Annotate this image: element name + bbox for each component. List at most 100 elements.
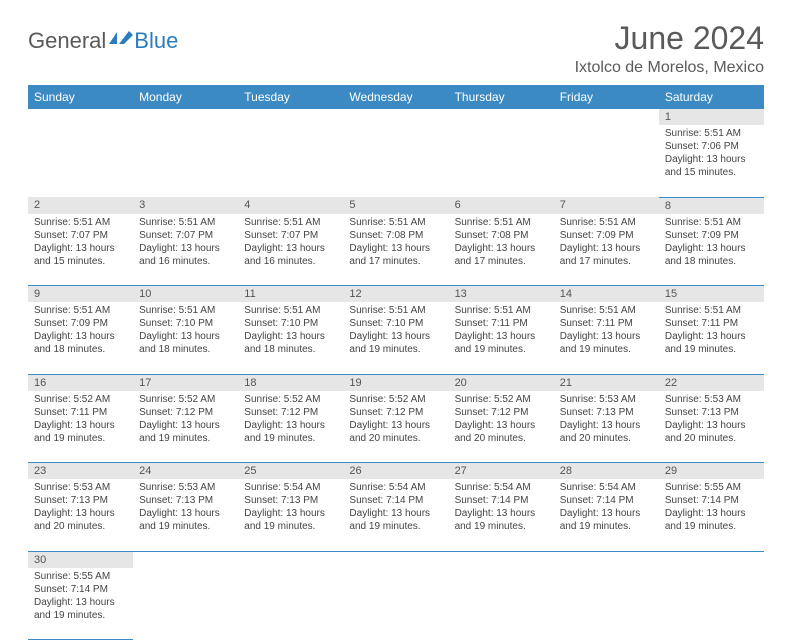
header: General Blue June 2024 Ixtolco de Morelo… (28, 20, 764, 77)
sunrise-line: Sunrise: 5:53 AM (665, 393, 758, 406)
day-content: Sunrise: 5:51 AMSunset: 7:11 PMDaylight:… (449, 302, 554, 360)
month-title: June 2024 (575, 20, 764, 57)
day-content: Sunrise: 5:54 AMSunset: 7:13 PMDaylight:… (238, 479, 343, 537)
day-content: Sunrise: 5:52 AMSunset: 7:12 PMDaylight:… (449, 391, 554, 449)
day-cell: Sunrise: 5:54 AMSunset: 7:14 PMDaylight:… (343, 479, 448, 551)
sunset-line: Sunset: 7:12 PM (244, 406, 337, 419)
day-number: 5 (349, 199, 355, 211)
daynum-cell: 22 (659, 374, 764, 391)
day-cell: Sunrise: 5:52 AMSunset: 7:11 PMDaylight:… (28, 391, 133, 463)
daylight-line: Daylight: 13 hours and 19 minutes. (34, 419, 127, 445)
sunset-line: Sunset: 7:08 PM (349, 229, 442, 242)
day-content: Sunrise: 5:51 AMSunset: 7:07 PMDaylight:… (133, 214, 238, 272)
day-content: Sunrise: 5:55 AMSunset: 7:14 PMDaylight:… (659, 479, 764, 537)
day-number: 22 (665, 377, 677, 389)
daynum-cell: 27 (449, 463, 554, 480)
sunset-line: Sunset: 7:10 PM (139, 317, 232, 330)
daylight-line: Daylight: 13 hours and 15 minutes. (665, 153, 758, 179)
day-cell: Sunrise: 5:55 AMSunset: 7:14 PMDaylight:… (659, 479, 764, 551)
sunset-line: Sunset: 7:07 PM (34, 229, 127, 242)
sunset-line: Sunset: 7:07 PM (139, 229, 232, 242)
sunrise-line: Sunrise: 5:51 AM (139, 304, 232, 317)
daynum-cell: 21 (554, 374, 659, 391)
daynum-cell: 9 (28, 286, 133, 303)
day-number: 25 (244, 465, 256, 477)
daylight-line: Daylight: 13 hours and 19 minutes. (560, 507, 653, 533)
sunset-line: Sunset: 7:12 PM (455, 406, 548, 419)
daylight-line: Daylight: 13 hours and 19 minutes. (139, 419, 232, 445)
daylight-line: Daylight: 13 hours and 19 minutes. (560, 330, 653, 356)
sunset-line: Sunset: 7:11 PM (455, 317, 548, 330)
daynum-cell: 5 (343, 197, 448, 214)
daynum-cell: 30 (28, 551, 133, 568)
daylight-line: Daylight: 13 hours and 18 minutes. (665, 242, 758, 268)
daynum-cell: 24 (133, 463, 238, 480)
content-row: Sunrise: 5:55 AMSunset: 7:14 PMDaylight:… (28, 568, 764, 640)
sunrise-line: Sunrise: 5:51 AM (349, 304, 442, 317)
day-content: Sunrise: 5:51 AMSunset: 7:08 PMDaylight:… (449, 214, 554, 272)
day-cell: Sunrise: 5:51 AMSunset: 7:11 PMDaylight:… (554, 302, 659, 374)
day-cell (343, 568, 448, 640)
daynum-row: 30 (28, 551, 764, 568)
sunrise-line: Sunrise: 5:51 AM (665, 216, 758, 229)
day-number: 12 (349, 288, 361, 300)
sunset-line: Sunset: 7:13 PM (139, 494, 232, 507)
sunrise-line: Sunrise: 5:52 AM (34, 393, 127, 406)
sunset-line: Sunset: 7:11 PM (34, 406, 127, 419)
day-cell: Sunrise: 5:51 AMSunset: 7:08 PMDaylight:… (343, 214, 448, 286)
logo-text-blue: Blue (134, 28, 178, 54)
daynum-cell: 14 (554, 286, 659, 303)
day-content: Sunrise: 5:53 AMSunset: 7:13 PMDaylight:… (554, 391, 659, 449)
day-cell: Sunrise: 5:53 AMSunset: 7:13 PMDaylight:… (659, 391, 764, 463)
day-number: 3 (139, 199, 145, 211)
daynum-cell (343, 109, 448, 125)
sunset-line: Sunset: 7:10 PM (349, 317, 442, 330)
sunset-line: Sunset: 7:14 PM (349, 494, 442, 507)
daylight-line: Daylight: 13 hours and 15 minutes. (34, 242, 127, 268)
daynum-cell (133, 109, 238, 125)
daylight-line: Daylight: 13 hours and 19 minutes. (349, 507, 442, 533)
daynum-row: 23242526272829 (28, 463, 764, 480)
day-number: 18 (244, 377, 256, 389)
day-cell: Sunrise: 5:52 AMSunset: 7:12 PMDaylight:… (133, 391, 238, 463)
daynum-cell: 10 (133, 286, 238, 303)
day-cell: Sunrise: 5:51 AMSunset: 7:10 PMDaylight:… (343, 302, 448, 374)
sunset-line: Sunset: 7:07 PM (244, 229, 337, 242)
day-number: 11 (244, 288, 255, 300)
sunrise-line: Sunrise: 5:51 AM (34, 304, 127, 317)
sunrise-line: Sunrise: 5:51 AM (139, 216, 232, 229)
daylight-line: Daylight: 13 hours and 19 minutes. (349, 330, 442, 356)
sunset-line: Sunset: 7:11 PM (560, 317, 653, 330)
daylight-line: Daylight: 13 hours and 19 minutes. (665, 330, 758, 356)
day-content: Sunrise: 5:54 AMSunset: 7:14 PMDaylight:… (554, 479, 659, 537)
content-row: Sunrise: 5:51 AMSunset: 7:06 PMDaylight:… (28, 125, 764, 197)
sunrise-line: Sunrise: 5:51 AM (665, 304, 758, 317)
sunset-line: Sunset: 7:09 PM (34, 317, 127, 330)
day-content: Sunrise: 5:52 AMSunset: 7:12 PMDaylight:… (343, 391, 448, 449)
daynum-row: 2345678 (28, 197, 764, 214)
logo-text-general: General (28, 28, 106, 54)
day-cell: Sunrise: 5:52 AMSunset: 7:12 PMDaylight:… (238, 391, 343, 463)
day-content: Sunrise: 5:53 AMSunset: 7:13 PMDaylight:… (133, 479, 238, 537)
day-content: Sunrise: 5:51 AMSunset: 7:10 PMDaylight:… (238, 302, 343, 360)
daynum-cell: 26 (343, 463, 448, 480)
daynum-cell (133, 551, 238, 568)
day-content: Sunrise: 5:54 AMSunset: 7:14 PMDaylight:… (449, 479, 554, 537)
daynum-cell: 16 (28, 374, 133, 391)
day-cell (449, 568, 554, 640)
sunrise-line: Sunrise: 5:51 AM (34, 216, 127, 229)
sunset-line: Sunset: 7:14 PM (34, 583, 127, 596)
day-number: 26 (349, 465, 361, 477)
daynum-cell (554, 551, 659, 568)
day-cell: Sunrise: 5:52 AMSunset: 7:12 PMDaylight:… (449, 391, 554, 463)
daylight-line: Daylight: 13 hours and 20 minutes. (34, 507, 127, 533)
day-header: Tuesday (238, 85, 343, 109)
sunrise-line: Sunrise: 5:53 AM (34, 481, 127, 494)
daylight-line: Daylight: 13 hours and 19 minutes. (455, 507, 548, 533)
daylight-line: Daylight: 13 hours and 20 minutes. (349, 419, 442, 445)
daynum-cell (449, 551, 554, 568)
sunset-line: Sunset: 7:09 PM (560, 229, 653, 242)
daylight-line: Daylight: 13 hours and 20 minutes. (665, 419, 758, 445)
daynum-row: 16171819202122 (28, 374, 764, 391)
day-number: 29 (665, 465, 677, 477)
